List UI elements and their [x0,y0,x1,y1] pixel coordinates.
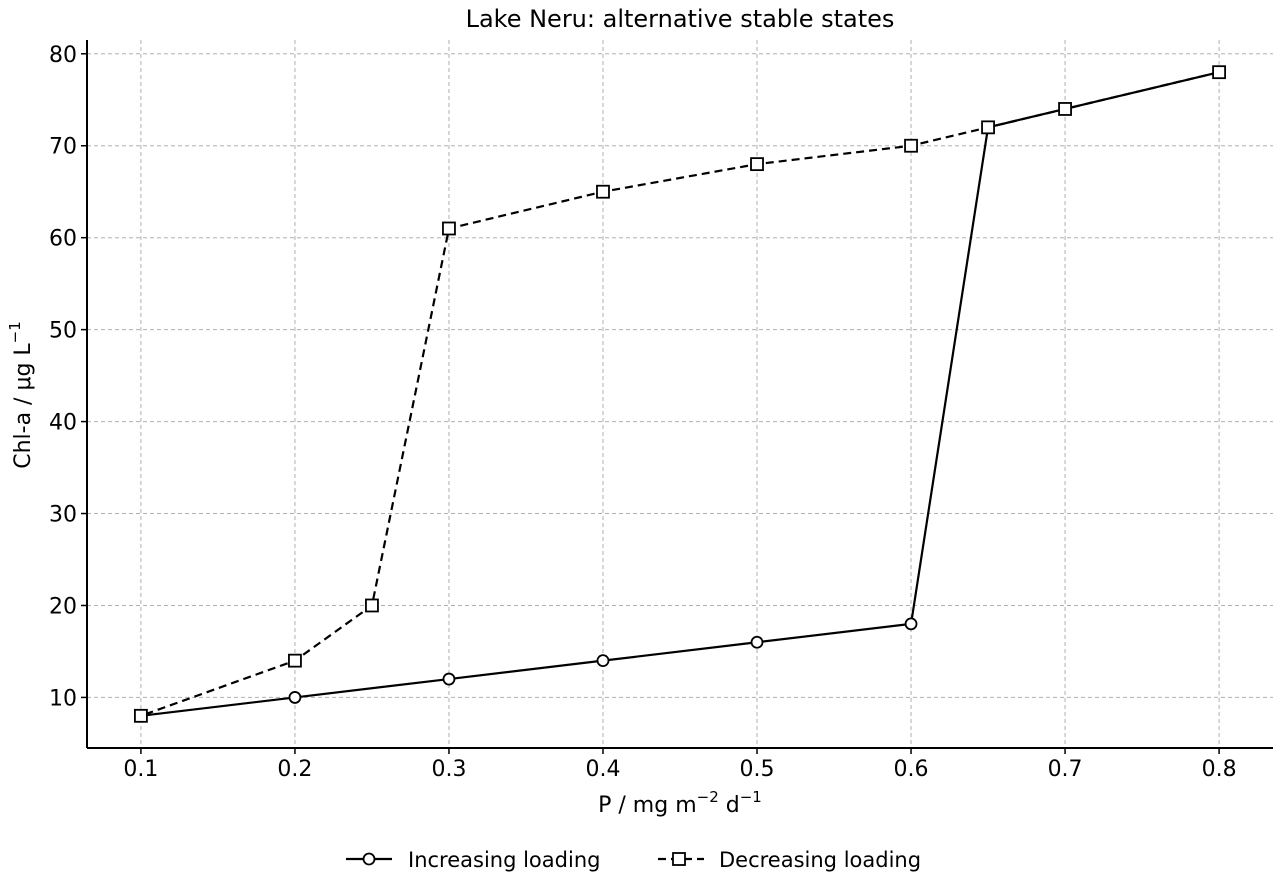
data-point-square [750,157,764,172]
data-point-circle [750,635,764,649]
x-tick-label: 0.6 [894,757,929,782]
legend-marker-circle [362,852,376,866]
x-tick-label: 0.5 [740,757,775,782]
legend: Increasing loading Decreasing loading [346,848,921,872]
y-tick-label: 70 [49,135,77,160]
data-point-square [1058,102,1072,116]
data-point-square [442,221,456,236]
series-1 [134,65,1226,723]
y-tick-label: 60 [49,227,77,252]
y-tick-label: 10 [49,686,77,711]
grid [87,40,1273,748]
x-ticks: 0.1 0.2 0.3 0.4 0.5 0.6 0.7 0.8 [123,748,1237,782]
data-point-circle [288,691,302,704]
legend-label-increasing: Increasing loading [408,848,600,872]
data-point-circle [442,672,456,686]
x-tick-label: 0.8 [1202,757,1237,782]
legend-marker-square [672,852,686,866]
y-axis-label: Chl-a / μg L−1 [6,321,36,469]
x-tick-label: 0.4 [585,757,620,782]
y-ticks: 10 20 30 40 50 60 70 80 [49,43,87,711]
series-layer [134,65,1226,723]
legend-label-decreasing: Decreasing loading [719,848,921,872]
y-tick-label: 80 [49,43,77,68]
data-point-square [1212,65,1226,80]
data-point-square [981,120,995,135]
data-point-square [134,708,148,723]
series-0 [134,65,1226,723]
data-point-square [596,184,610,199]
x-tick-label: 0.3 [431,757,466,782]
data-point-square [365,598,379,613]
x-axis-label: P / mg m−2 d−1 [598,788,762,818]
y-tick-label: 30 [49,503,77,528]
y-tick-label: 40 [49,411,77,436]
x-tick-label: 0.2 [277,757,312,782]
series-line [140,71,1220,717]
data-point-circle [904,617,918,631]
y-tick-label: 20 [49,594,77,619]
data-point-square [288,653,302,668]
x-tick-label: 0.1 [123,757,158,782]
x-tick-label: 0.7 [1048,757,1083,782]
chart-title: Lake Neru: alternative stable states [466,5,895,33]
series-line [140,71,1220,717]
legend-item-increasing: Increasing loading [346,848,600,872]
y-tick-label: 50 [49,319,77,344]
data-point-circle [596,654,610,668]
data-point-square [904,138,918,153]
axes [86,40,1273,749]
legend-item-decreasing: Decreasing loading [658,848,921,872]
